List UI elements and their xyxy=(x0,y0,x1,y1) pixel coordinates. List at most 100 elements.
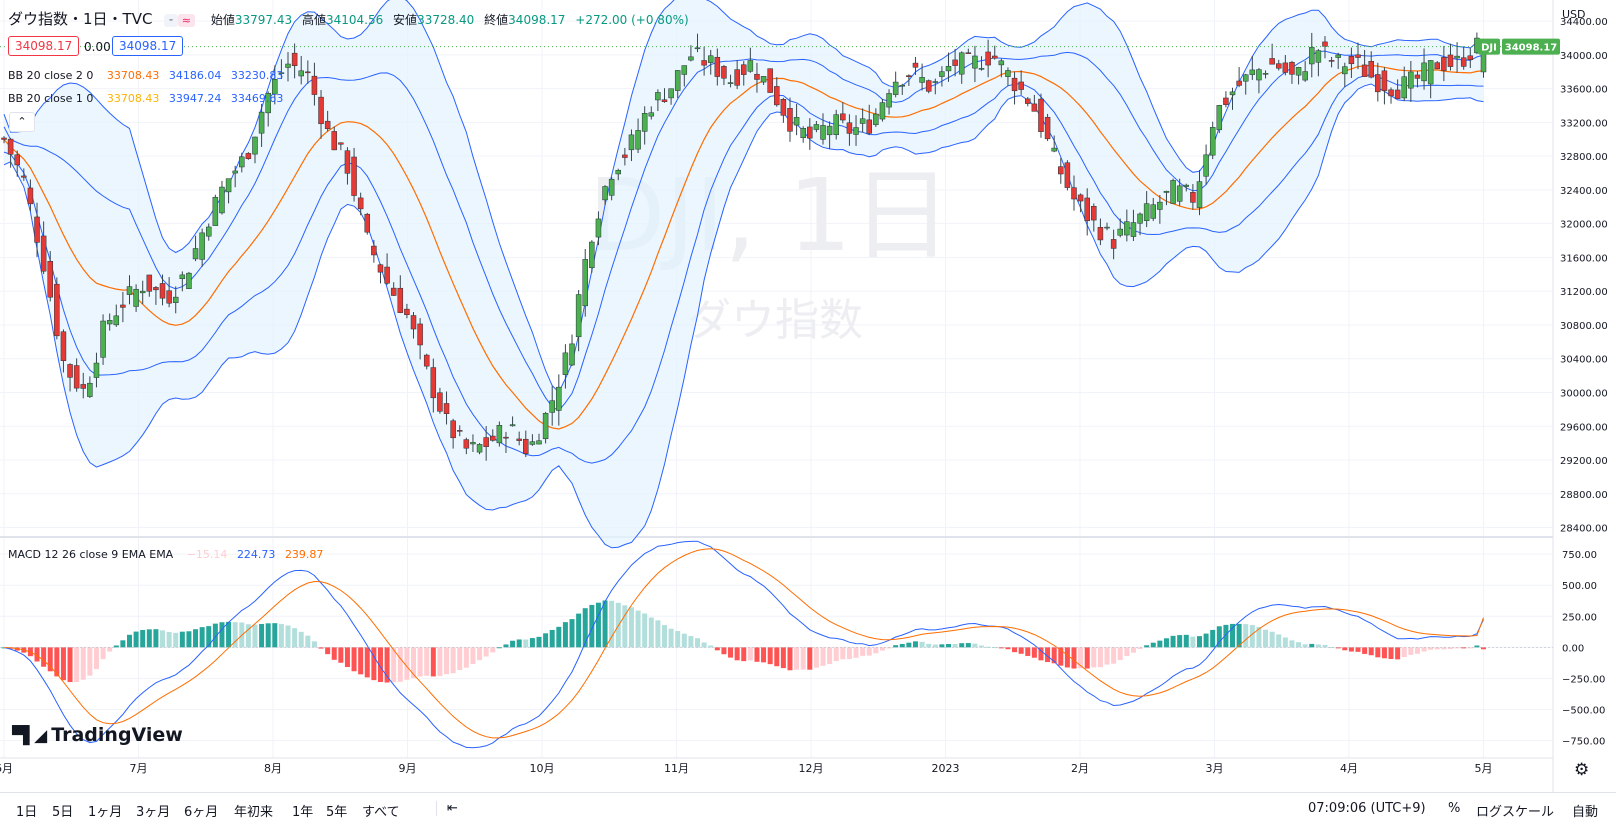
candle-body xyxy=(615,169,622,175)
candle-body xyxy=(945,66,952,72)
candle-body xyxy=(239,156,245,168)
macd-histogram-bar xyxy=(899,643,905,648)
macd-histogram-bar xyxy=(1454,647,1460,649)
candle-body xyxy=(813,124,820,130)
macd-histogram-bar xyxy=(787,647,793,671)
candle-body xyxy=(582,259,588,307)
macd-histogram-bar xyxy=(932,644,938,648)
candle-body xyxy=(1137,213,1143,224)
macd-histogram-bar xyxy=(794,647,800,670)
candle-body xyxy=(410,315,417,330)
timeframe-1y[interactable]: 1年 xyxy=(292,805,314,820)
buy-price-box[interactable]: 34098.17 xyxy=(112,36,184,56)
macd-histogram-bar xyxy=(1210,629,1216,648)
candle-body xyxy=(371,245,377,256)
macd-histogram-bar xyxy=(873,647,879,654)
candle-body xyxy=(34,216,40,243)
macd-histogram-bar xyxy=(813,647,819,668)
macd-histogram-bar xyxy=(358,647,364,675)
candle-body xyxy=(714,56,721,77)
candle-body xyxy=(1348,56,1355,65)
candle-body xyxy=(906,75,912,78)
macd-histogram-bar xyxy=(325,647,331,655)
candle-body xyxy=(14,154,20,166)
macd-histogram-bar xyxy=(714,647,720,651)
bb2-legend[interactable]: BB 20 close 2 0 33708.43 34186.04 33230.… xyxy=(8,69,283,82)
macd-histogram-bar xyxy=(160,630,166,648)
collapse-legend-button[interactable]: ⌃ xyxy=(9,112,35,132)
macd-histogram-bar xyxy=(272,623,278,648)
macd-histogram-bar xyxy=(734,647,740,661)
macd-histogram-bar xyxy=(866,647,872,656)
timeframe-6m[interactable]: 6ヶ月 xyxy=(184,805,219,820)
macd-histogram-bar xyxy=(430,647,436,677)
candle-body xyxy=(912,62,919,68)
macd-histogram-bar xyxy=(1051,647,1057,664)
chart-svg[interactable]: 28400.00 28800.00 29200.00 29600.00 30000.00… xyxy=(0,0,1616,792)
candle-body xyxy=(1044,116,1051,140)
candle-body xyxy=(390,287,397,296)
timeframe-all[interactable]: すべて xyxy=(362,805,400,820)
macd-histogram-bar xyxy=(351,647,357,672)
y-tick-label: 33600.00 xyxy=(1560,85,1608,96)
macd-histogram-bar xyxy=(47,647,53,672)
candle-body xyxy=(589,241,595,268)
macd-histogram-bar xyxy=(979,645,985,648)
macd-histogram-bar xyxy=(648,617,654,648)
candle-body xyxy=(747,60,754,72)
macd-histogram-bar xyxy=(939,644,945,648)
settings-gear-icon[interactable]: ⚙ xyxy=(1574,760,1590,780)
candle-body xyxy=(245,153,252,160)
currency-label[interactable]: USD xyxy=(1562,8,1586,21)
candle-body xyxy=(628,134,635,151)
timeframe-3m[interactable]: 3ヶ月 xyxy=(136,805,171,820)
header-bar: ダウ指数・1日・TVC ⁃ ≈ 始値33797.43 高値34104.56 安値3… xyxy=(8,8,695,29)
candle-body xyxy=(225,178,232,193)
candle-body xyxy=(734,69,740,86)
macd-histogram-bar xyxy=(1045,647,1051,663)
sell-price-box[interactable]: 34098.17 xyxy=(8,36,80,56)
macd-histogram-bar xyxy=(774,647,780,667)
last-price-value-tag xyxy=(1502,38,1560,55)
timeframe-5d[interactable]: 5日 xyxy=(52,805,74,820)
candle-body xyxy=(258,111,265,134)
macd-histogram-bar xyxy=(298,631,304,648)
timeframe-1d[interactable]: 1日 xyxy=(16,805,38,820)
close-value: 34098.17 xyxy=(508,13,566,27)
macd-histogram-bar xyxy=(919,641,925,648)
candle-body xyxy=(54,283,60,337)
compare-icon[interactable]: ⁃ xyxy=(164,14,178,27)
macd-histogram-bar xyxy=(41,647,47,667)
candle-body xyxy=(978,68,985,70)
candle-body xyxy=(1295,67,1302,76)
candle-body xyxy=(1434,62,1441,70)
macd-histogram-bar xyxy=(840,647,846,660)
bb1-legend[interactable]: BB 20 close 1 0 33708.43 33947.24 33469.… xyxy=(8,92,283,105)
symbol-title[interactable]: ダウ指数・1日・TVC xyxy=(8,10,153,28)
macd-histogram-bar xyxy=(912,641,918,648)
candle-body xyxy=(516,438,522,441)
timeframe-ytd[interactable]: 年初来 xyxy=(234,805,274,820)
wave-icon[interactable]: ≈ xyxy=(177,14,195,27)
clock-time[interactable]: 07:09:06 (UTC+9) xyxy=(1308,801,1426,816)
macd-histogram-bar xyxy=(1236,623,1242,648)
timeframe-1m[interactable]: 1ヶ月 xyxy=(88,805,123,820)
candle-body xyxy=(278,72,285,74)
candle-body xyxy=(199,232,205,260)
candle-body xyxy=(430,367,437,399)
log-scale-button[interactable]: ログスケール xyxy=(1476,805,1555,820)
candle-body xyxy=(106,320,113,325)
macd-histogram-bar xyxy=(1111,647,1117,664)
macd-histogram-bar xyxy=(1249,625,1255,648)
percent-scale-button[interactable]: % xyxy=(1448,801,1461,816)
macd-histogram-bar xyxy=(259,624,265,648)
candle-body xyxy=(1381,70,1388,91)
macd-histogram-bar xyxy=(1038,647,1044,661)
macd-legend[interactable]: MACD 12 26 close 9 EMA EMA −15.14 224.73… xyxy=(8,548,323,561)
timeframe-5y[interactable]: 5年 xyxy=(326,805,348,820)
auto-scale-button[interactable]: 自動 xyxy=(1572,805,1599,820)
macd-hist-value: −15.14 xyxy=(186,548,228,561)
macd-histogram-bar xyxy=(556,626,562,648)
date-range-icon[interactable]: ⇤ xyxy=(436,801,458,816)
